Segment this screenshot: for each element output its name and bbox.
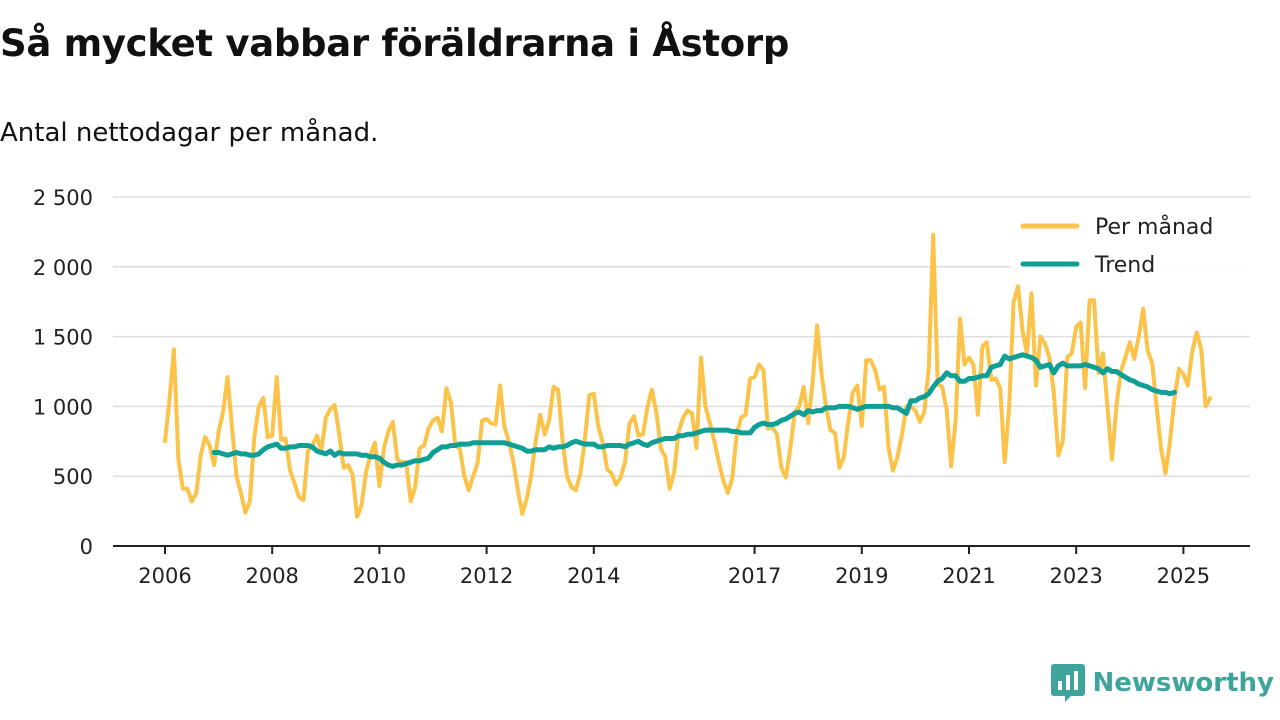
x-tick-label: 2010 <box>353 564 406 588</box>
chart-subtitle: Antal nettodagar per månad. <box>0 118 379 148</box>
line-chart: 0 500 1 000 1 500 2 000 2 500 2006 2008 2010 2012… <box>33 186 1250 588</box>
x-tick-label: 2014 <box>567 564 620 588</box>
x-tick-label: 2025 <box>1157 564 1210 588</box>
x-tick-label: 2006 <box>138 564 191 588</box>
x-tick-label: 2008 <box>245 564 298 588</box>
series-line-per-manad <box>163 232 1213 519</box>
x-tick-label: 2017 <box>728 564 781 588</box>
legend-background <box>1010 208 1250 284</box>
x-tick-label: 2019 <box>835 564 888 588</box>
y-tick-label: 500 <box>53 465 93 489</box>
x-tick-label: 2021 <box>942 564 995 588</box>
y-tick-label: 2 000 <box>33 256 93 280</box>
brand-name: Newsworthy <box>1092 668 1274 698</box>
series-line-trend <box>211 352 1177 469</box>
y-tick-label: 2 500 <box>33 186 93 210</box>
x-tick-label: 2023 <box>1049 564 1102 588</box>
chart-title: Så mycket vabbar föräldrarna i Åstorp <box>0 22 790 65</box>
x-tick-label: 2012 <box>460 564 513 588</box>
newsworthy-logo-icon <box>1050 664 1085 702</box>
y-tick-label: 0 <box>80 535 93 559</box>
y-tick-label: 1 500 <box>33 326 93 350</box>
brand-logo: Newsworthy <box>1050 664 1274 702</box>
y-tick-label: 1 000 <box>33 395 93 419</box>
legend-label: Per månad <box>1095 214 1213 240</box>
legend-label: Trend <box>1094 253 1155 278</box>
